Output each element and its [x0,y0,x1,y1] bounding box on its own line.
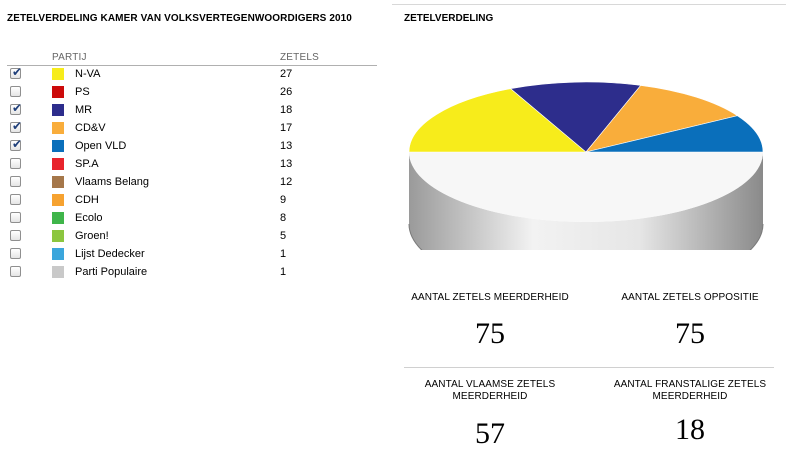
seat-pie-chart [408,81,764,250]
party-name: Parti Populaire [75,266,148,278]
francophone-majority-seats-label: AANTAL FRANSTALIGE ZETELS MEERDERHEID [613,379,767,402]
party-checkbox[interactable] [10,266,21,277]
party-checkbox[interactable]: ✔ [10,119,23,133]
party-checkbox[interactable] [10,176,21,187]
party-color-swatch [52,230,64,242]
party-seats: 27 [280,68,293,80]
party-checkbox[interactable] [10,86,21,97]
party-color-swatch [52,176,64,188]
party-seats: 17 [280,122,293,134]
party-checkbox[interactable]: ✔ [10,65,23,79]
party-color-swatch [52,86,64,98]
party-row: CDH 9 [0,192,380,210]
party-checkbox[interactable] [10,248,21,259]
opposition-seats-value: 75 [675,317,705,350]
party-checkbox[interactable] [10,212,21,223]
party-color-swatch [52,68,64,80]
party-seats: 1 [280,248,287,260]
pie-side-wall [409,152,763,250]
seats-column-header: ZETELS [280,52,319,63]
party-row: Lijst Dedecker 1 [0,246,380,264]
stats-divider [404,367,774,368]
party-color-swatch [52,158,64,170]
pie-chart-title: ZETELVERDELING [404,13,494,24]
pie-slices [408,81,764,222]
checkmark-icon: ✔ [12,137,23,151]
majority-seats-value: 75 [475,317,505,350]
party-color-swatch [52,212,64,224]
party-color-swatch [52,248,64,260]
seat-distribution-title: ZETELVERDELING KAMER VAN VOLKSVERTEGENWO… [7,13,352,24]
pie-slice [585,85,739,153]
party-color-swatch [52,140,64,152]
party-row: ✔ CD&V 17 [0,119,380,138]
party-color-swatch [52,122,64,134]
party-color-swatch [52,104,64,116]
party-name: Lijst Dedecker [75,248,145,260]
majority-seats-label: AANTAL ZETELS MEERDERHEID [411,292,569,303]
party-checkbox[interactable] [10,230,21,241]
checkmark-icon: ✔ [12,65,23,79]
party-list: ✔ N-VA 27 PS 26 ✔ MR 18 ✔ CD&V 17 ✔ Open VLD 13 SP.A 13… [0,65,380,282]
party-seats: 18 [280,104,293,116]
party-name: SP.A [75,158,99,170]
party-seats: 1 [280,266,287,278]
party-row: SP.A 13 [0,156,380,174]
party-checkbox[interactable]: ✔ [10,101,23,115]
party-seats: 9 [280,194,287,206]
party-color-swatch [52,266,64,278]
checkmark-icon: ✔ [12,101,23,115]
pie-slice [509,81,642,153]
party-seats: 5 [280,230,287,242]
flemish-majority-seats-label: AANTAL VLAAMSE ZETELS MEERDERHEID [424,379,556,402]
francophone-majority-seats-value: 18 [675,413,705,446]
party-color-swatch [52,194,64,206]
party-row: Vlaams Belang 12 [0,174,380,192]
party-name: CDH [75,194,99,206]
party-row: Ecolo 8 [0,210,380,228]
party-column-header: PARTIJ [52,52,87,63]
party-checkbox[interactable] [10,194,21,205]
pie-slice [585,115,764,153]
party-name: MR [75,104,93,116]
party-name: Open VLD [75,140,127,152]
party-name: PS [75,86,90,98]
party-row: ✔ N-VA 27 [0,65,380,84]
flemish-majority-seats-value: 57 [475,417,505,450]
pie-slice [408,88,587,153]
pie-side [408,152,764,250]
party-row: ✔ MR 18 [0,101,380,120]
party-name: Vlaams Belang [75,176,149,188]
party-seats: 12 [280,176,293,188]
party-checkbox[interactable]: ✔ [10,137,23,151]
party-name: Ecolo [75,212,103,224]
party-row: ✔ Open VLD 13 [0,137,380,156]
opposition-seats-label: AANTAL ZETELS OPPOSITIE [621,292,759,303]
party-row: Groen! 5 [0,228,380,246]
party-row: Parti Populaire 1 [0,264,380,282]
party-name: Groen! [75,230,109,242]
header-divider [7,65,377,66]
party-seats: 13 [280,158,293,170]
checkmark-icon: ✔ [12,119,23,133]
party-seats: 13 [280,140,293,152]
party-seats: 26 [280,86,293,98]
party-name: CD&V [75,122,106,134]
party-row: PS 26 [0,84,380,102]
top-divider [392,4,786,5]
party-name: N-VA [75,68,101,80]
party-seats: 8 [280,212,287,224]
party-checkbox[interactable] [10,158,21,169]
